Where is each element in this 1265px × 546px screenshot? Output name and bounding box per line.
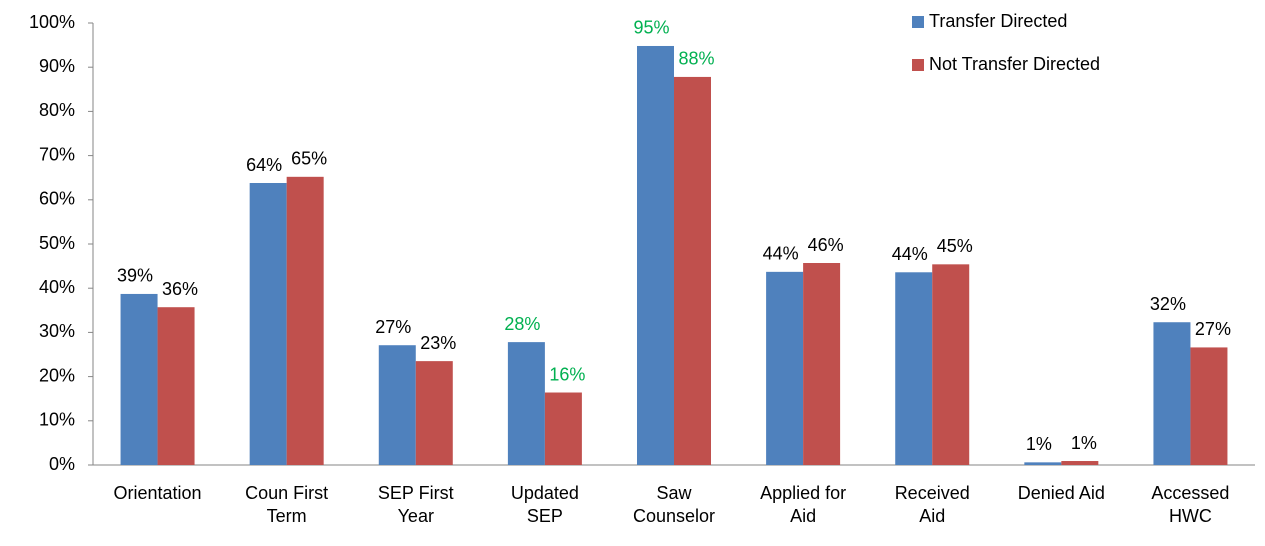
y-tick-label: 40% [39, 277, 75, 297]
y-tick-label: 0% [49, 454, 75, 474]
bar [637, 45, 674, 465]
bar [932, 264, 970, 465]
value-label: 65% [291, 149, 327, 169]
y-tick-label: 10% [39, 410, 75, 430]
legend-label: Transfer Directed [929, 11, 1067, 31]
y-tick-label: 30% [39, 321, 75, 341]
bar [895, 272, 933, 465]
legend-swatch [912, 16, 924, 28]
value-label: 1% [1026, 434, 1052, 454]
y-tick-label: 50% [39, 233, 75, 253]
y-tick-label: 20% [39, 365, 75, 385]
bar [1190, 347, 1228, 465]
bar [803, 263, 841, 465]
x-tick-label: Applied for Aid [760, 483, 847, 526]
legend-swatch [912, 59, 924, 71]
value-label: 46% [808, 235, 844, 255]
bar [378, 345, 416, 465]
y-tick-label: 60% [39, 189, 75, 209]
x-tick-label: Orientation [113, 483, 202, 503]
bar [286, 176, 324, 466]
value-label: 36% [162, 279, 198, 299]
value-label: 1% [1071, 433, 1097, 453]
bar [120, 293, 158, 465]
y-tick-label: 90% [39, 56, 75, 76]
x-tick-label: Updated SEP [510, 483, 579, 526]
bar [1153, 322, 1191, 465]
x-tick-label: SEP First Year [377, 483, 454, 526]
bar [674, 76, 711, 465]
bar [415, 361, 453, 465]
value-label: 28% [504, 314, 540, 334]
x-tick-label: Saw Counselor [632, 483, 716, 526]
value-label: 95% [633, 18, 669, 38]
value-label: 27% [1195, 319, 1231, 339]
bar [507, 342, 545, 465]
x-tick-label: Denied Aid [1017, 483, 1105, 503]
value-label: 45% [937, 236, 973, 256]
bar [1061, 461, 1099, 465]
value-label: 44% [892, 244, 928, 264]
value-label: 32% [1150, 294, 1186, 314]
bar [249, 183, 287, 465]
y-tick-label: 70% [39, 144, 75, 164]
value-label: 27% [375, 317, 411, 337]
value-label: 39% [117, 266, 153, 286]
bar [1024, 462, 1062, 465]
value-label: 44% [763, 244, 799, 264]
bar [544, 392, 582, 465]
legend-label: Not Transfer Directed [929, 54, 1100, 74]
bar [766, 271, 804, 465]
value-label: 64% [246, 155, 282, 175]
value-label: 88% [678, 49, 714, 69]
y-tick-label: 100% [29, 12, 75, 32]
value-label: 16% [549, 364, 585, 384]
value-label: 23% [420, 333, 456, 353]
y-tick-label: 80% [39, 100, 75, 120]
x-tick-label: Accessed HWC [1151, 483, 1230, 526]
x-tick-label: Coun First Term [245, 483, 329, 526]
x-tick-label: Received Aid [894, 483, 970, 526]
bar [157, 307, 195, 465]
